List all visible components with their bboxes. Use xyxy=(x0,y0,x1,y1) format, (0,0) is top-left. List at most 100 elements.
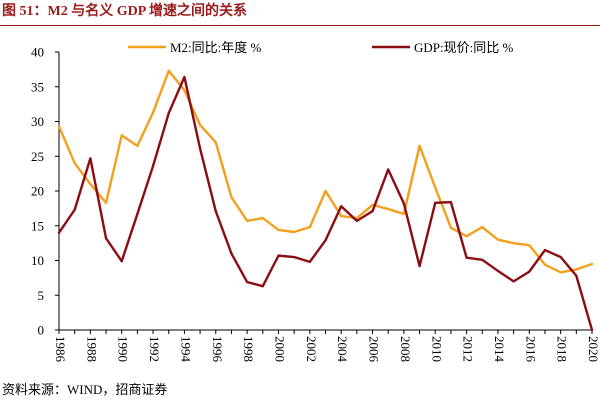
data-point-series-0 xyxy=(528,244,531,247)
series-line-1 xyxy=(57,75,594,332)
figure-title: 图 51：M2 与名义 GDP 增速之间的关系 xyxy=(2,4,247,19)
x-tick-label: 1988 xyxy=(84,336,99,362)
title-divider xyxy=(0,25,600,26)
data-point-series-0 xyxy=(543,263,547,266)
data-point-series-1 xyxy=(183,75,186,79)
legend-label-1: GDP:现价:同比 % xyxy=(414,40,513,55)
y-tick-label: 30 xyxy=(31,114,44,129)
y-tick-label: 40 xyxy=(31,45,44,60)
data-point-series-1 xyxy=(57,231,61,234)
data-point-series-1 xyxy=(402,202,405,205)
x-tick-label: 1986 xyxy=(53,336,68,363)
data-point-series-1 xyxy=(246,280,249,284)
data-point-series-0 xyxy=(277,228,280,232)
data-point-series-0 xyxy=(418,144,421,147)
data-point-series-1 xyxy=(167,112,170,115)
data-point-series-1 xyxy=(104,237,108,240)
data-point-series-0 xyxy=(481,226,484,229)
data-point-series-1 xyxy=(543,248,547,252)
data-point-series-0 xyxy=(308,226,311,229)
legend-label-0: M2:同比:年度 % xyxy=(170,40,262,55)
x-tick-label: 2000 xyxy=(272,336,287,362)
x-tick-label: 2004 xyxy=(335,336,350,363)
x-tick-label: 1994 xyxy=(178,336,193,363)
data-point-series-0 xyxy=(120,134,123,137)
data-point-series-1 xyxy=(136,212,139,216)
data-point-series-1 xyxy=(449,201,453,204)
x-tick-label: 2012 xyxy=(461,336,476,362)
data-point-series-0 xyxy=(104,201,108,204)
data-point-series-0 xyxy=(590,262,594,266)
data-point-series-1 xyxy=(89,157,92,160)
x-tick-label: 1992 xyxy=(147,336,162,362)
x-tick-label: 1990 xyxy=(116,336,131,362)
data-point-series-0 xyxy=(575,268,578,271)
data-point-series-1 xyxy=(73,208,76,211)
data-point-series-1 xyxy=(465,256,468,259)
data-point-series-1 xyxy=(151,164,155,168)
data-point-series-1 xyxy=(418,264,421,268)
data-point-series-1 xyxy=(528,270,531,273)
data-point-series-0 xyxy=(387,207,390,211)
data-point-series-1 xyxy=(293,255,296,259)
x-tick-label: 1998 xyxy=(241,336,256,362)
y-tick-label: 35 xyxy=(31,79,44,94)
data-point-series-0 xyxy=(89,182,92,186)
x-tick-label: 2020 xyxy=(586,336,600,362)
data-point-series-1 xyxy=(387,168,390,171)
data-point-series-0 xyxy=(496,238,500,241)
x-tick-label: 2006 xyxy=(367,336,382,363)
data-point-series-0 xyxy=(136,144,139,147)
data-point-series-1 xyxy=(512,280,515,283)
data-point-series-1 xyxy=(324,239,327,242)
data-point-series-1 xyxy=(308,260,311,263)
data-point-series-0 xyxy=(559,271,562,274)
data-point-series-1 xyxy=(277,254,280,257)
data-point-series-1 xyxy=(230,252,233,255)
y-tick-label: 10 xyxy=(31,253,44,268)
data-point-series-0 xyxy=(57,125,61,128)
data-point-series-0 xyxy=(293,230,296,234)
data-point-series-0 xyxy=(355,217,358,220)
data-point-series-1 xyxy=(590,328,594,332)
x-tick-label: 2002 xyxy=(304,336,319,362)
data-point-series-1 xyxy=(214,210,217,213)
data-point-series-0 xyxy=(151,111,155,114)
data-point-series-1 xyxy=(261,285,264,288)
data-point-series-0 xyxy=(246,219,249,222)
data-point-series-0 xyxy=(465,235,468,238)
x-tick-label: 2010 xyxy=(429,336,444,362)
data-point-series-0 xyxy=(371,203,374,206)
data-point-series-1 xyxy=(481,258,484,261)
data-point-series-0 xyxy=(449,226,453,229)
data-point-series-1 xyxy=(371,210,374,213)
data-point-series-0 xyxy=(214,141,217,144)
x-tick-label: 2014 xyxy=(492,336,507,363)
data-point-series-0 xyxy=(434,186,437,189)
data-point-series-0 xyxy=(324,189,327,193)
source-note: 资料来源：WIND，招商证券 xyxy=(2,382,168,397)
data-point-series-0 xyxy=(198,123,202,127)
data-point-series-0 xyxy=(183,89,186,92)
y-tick-label: 0 xyxy=(38,323,45,338)
y-tick-label: 15 xyxy=(31,218,44,233)
data-point-series-0 xyxy=(340,214,343,218)
data-point-series-0 xyxy=(402,212,405,216)
data-point-series-1 xyxy=(575,274,578,277)
data-point-series-1 xyxy=(340,205,343,208)
y-tick-label: 20 xyxy=(31,184,44,199)
data-point-series-1 xyxy=(355,219,358,222)
data-point-series-0 xyxy=(73,162,76,165)
data-point-series-1 xyxy=(559,255,562,259)
data-point-series-0 xyxy=(261,217,264,220)
y-tick-label: 5 xyxy=(38,288,45,303)
x-tick-label: 2016 xyxy=(523,336,538,363)
data-point-series-1 xyxy=(198,147,202,150)
x-tick-label: 2008 xyxy=(398,336,413,362)
data-point-series-1 xyxy=(120,260,123,263)
data-point-series-1 xyxy=(434,201,437,204)
data-point-series-0 xyxy=(167,69,170,72)
x-tick-label: 2018 xyxy=(555,336,570,362)
data-point-series-0 xyxy=(512,242,515,245)
